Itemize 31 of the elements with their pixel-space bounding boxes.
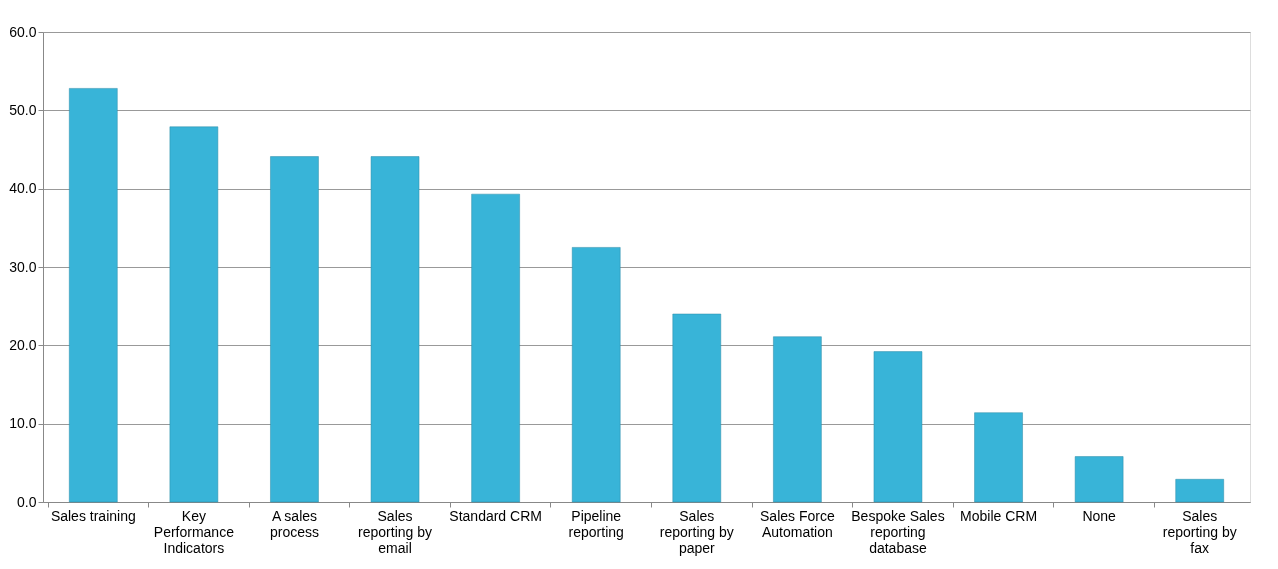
x-tick-label: Sales reporting by email <box>358 507 433 556</box>
bar <box>370 156 420 503</box>
x-tick-label: Sales training <box>50 507 136 524</box>
bar <box>471 193 520 503</box>
bar <box>873 351 923 503</box>
x-tick-label: Bespoke Sales reporting database <box>851 507 945 556</box>
bar <box>773 336 822 503</box>
y-tick-label: 10.0 <box>9 415 37 432</box>
bar <box>974 412 1023 503</box>
y-tick-label: 0.0 <box>17 493 37 510</box>
y-tick-label: 20.0 <box>9 336 37 353</box>
bar <box>571 247 621 503</box>
bar <box>270 156 319 503</box>
y-tick-label: 60.0 <box>9 23 37 40</box>
x-tick-label: Sales reporting by paper <box>659 507 734 556</box>
x-tick-label: Key Performance Indicators <box>153 507 235 556</box>
y-tick-label: 50.0 <box>9 101 37 118</box>
x-tick-label: Sales Force Automation <box>760 507 835 540</box>
x-tick-label: Mobile CRM <box>960 507 1038 524</box>
x-tick-label: Pipeline reporting <box>568 507 624 540</box>
bar <box>69 88 118 503</box>
bar <box>1074 456 1124 503</box>
x-tick-label: Sales reporting by fax <box>1162 507 1237 556</box>
y-tick-label: 30.0 <box>9 258 37 275</box>
bar <box>1175 479 1224 503</box>
y-tick-label: 40.0 <box>9 180 37 197</box>
x-tick-label: None <box>1082 507 1117 524</box>
x-tick-label: A sales process <box>269 507 319 540</box>
bar <box>672 313 722 503</box>
bar <box>169 126 219 503</box>
x-tick-label: Standard CRM <box>449 507 542 524</box>
